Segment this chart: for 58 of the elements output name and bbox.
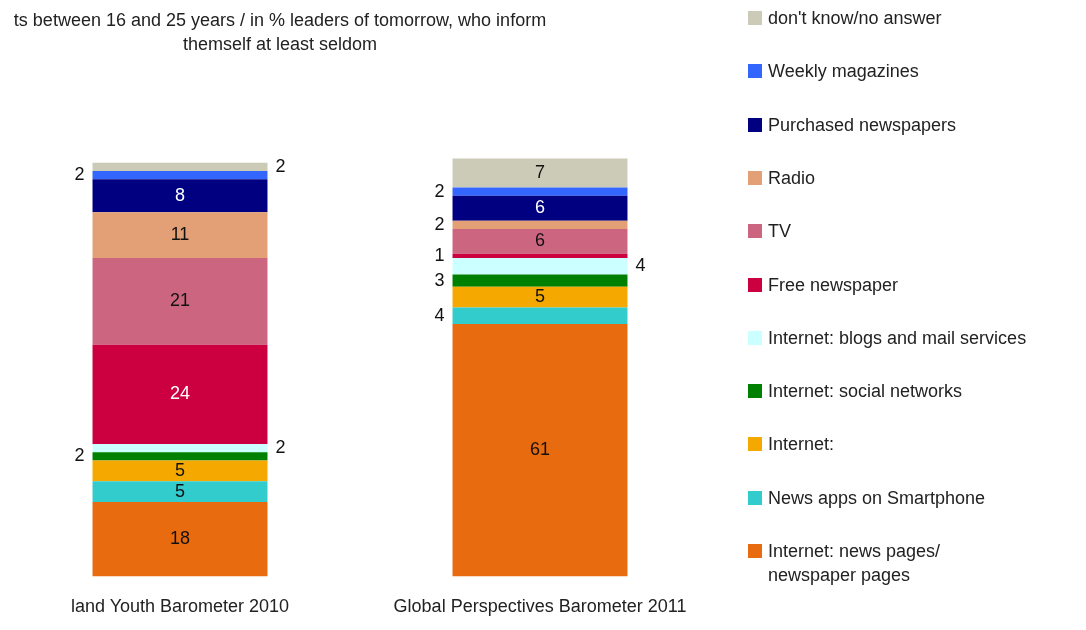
bar bbox=[92, 179, 268, 213]
data-label: 5 bbox=[174, 480, 186, 501]
data-label: 5 bbox=[174, 459, 186, 480]
legend-label: Internet: news pages/ newspaper pages bbox=[768, 540, 942, 587]
data-label: 2 bbox=[74, 164, 85, 185]
data-label: 2 bbox=[275, 155, 286, 176]
data-label: 2 bbox=[434, 213, 445, 234]
bar bbox=[452, 253, 628, 258]
bar bbox=[92, 344, 268, 445]
bar bbox=[452, 324, 628, 577]
bar bbox=[92, 162, 268, 172]
bar bbox=[452, 257, 628, 275]
x-tick-label: land Youth Barometer 2010 bbox=[70, 596, 290, 617]
data-label: 61 bbox=[529, 439, 551, 460]
legend-label: Internet: blogs and mail services bbox=[768, 326, 1028, 350]
bar bbox=[92, 212, 268, 258]
data-label: 2 bbox=[434, 180, 445, 201]
bar bbox=[452, 274, 628, 287]
bar bbox=[92, 171, 268, 180]
bar bbox=[92, 481, 268, 502]
data-label: 6 bbox=[534, 197, 546, 218]
data-label: 24 bbox=[169, 383, 191, 404]
bar bbox=[452, 220, 628, 229]
legend-label: Weekly magazines bbox=[768, 60, 920, 84]
bar bbox=[452, 286, 628, 308]
bar bbox=[92, 460, 268, 482]
legend-label: Internet: social networks bbox=[768, 380, 964, 404]
data-label: 7 bbox=[534, 162, 546, 183]
bar bbox=[452, 195, 628, 221]
bar bbox=[452, 158, 628, 188]
data-label: 21 bbox=[169, 290, 191, 311]
data-label: 3 bbox=[434, 269, 445, 290]
legend-label: Radio bbox=[768, 166, 817, 190]
legend-label: Free newspaper bbox=[768, 273, 900, 297]
data-label: 2 bbox=[74, 445, 85, 466]
bar bbox=[452, 228, 628, 254]
x-tick-label: Global Perspectives Barometer 2011 bbox=[393, 596, 687, 617]
legend-label: News apps on Smartphone bbox=[768, 486, 987, 510]
data-label: 2 bbox=[275, 437, 286, 458]
data-label: 18 bbox=[169, 528, 191, 549]
bar bbox=[92, 257, 268, 345]
bar bbox=[92, 444, 268, 453]
legend-label: Purchased newspapers bbox=[768, 113, 958, 137]
chart-title: ts between 16 and 25 years / in % leaders of tomorrow, who inform themself at least seldom bbox=[12, 9, 548, 56]
bar bbox=[452, 307, 628, 325]
data-label: 5 bbox=[534, 286, 546, 307]
data-label: 4 bbox=[635, 255, 646, 276]
data-label: 8 bbox=[174, 184, 186, 205]
data-label: 6 bbox=[534, 230, 546, 251]
bar bbox=[92, 501, 268, 577]
data-label: 11 bbox=[170, 224, 190, 245]
bar bbox=[452, 187, 628, 196]
legend-label: Internet: bbox=[768, 433, 836, 457]
legend-label: don't know/no answer bbox=[768, 7, 943, 30]
data-label: 4 bbox=[434, 304, 445, 325]
bar bbox=[92, 452, 268, 461]
data-label: 1 bbox=[434, 244, 445, 265]
legend-label: TV bbox=[768, 220, 792, 244]
